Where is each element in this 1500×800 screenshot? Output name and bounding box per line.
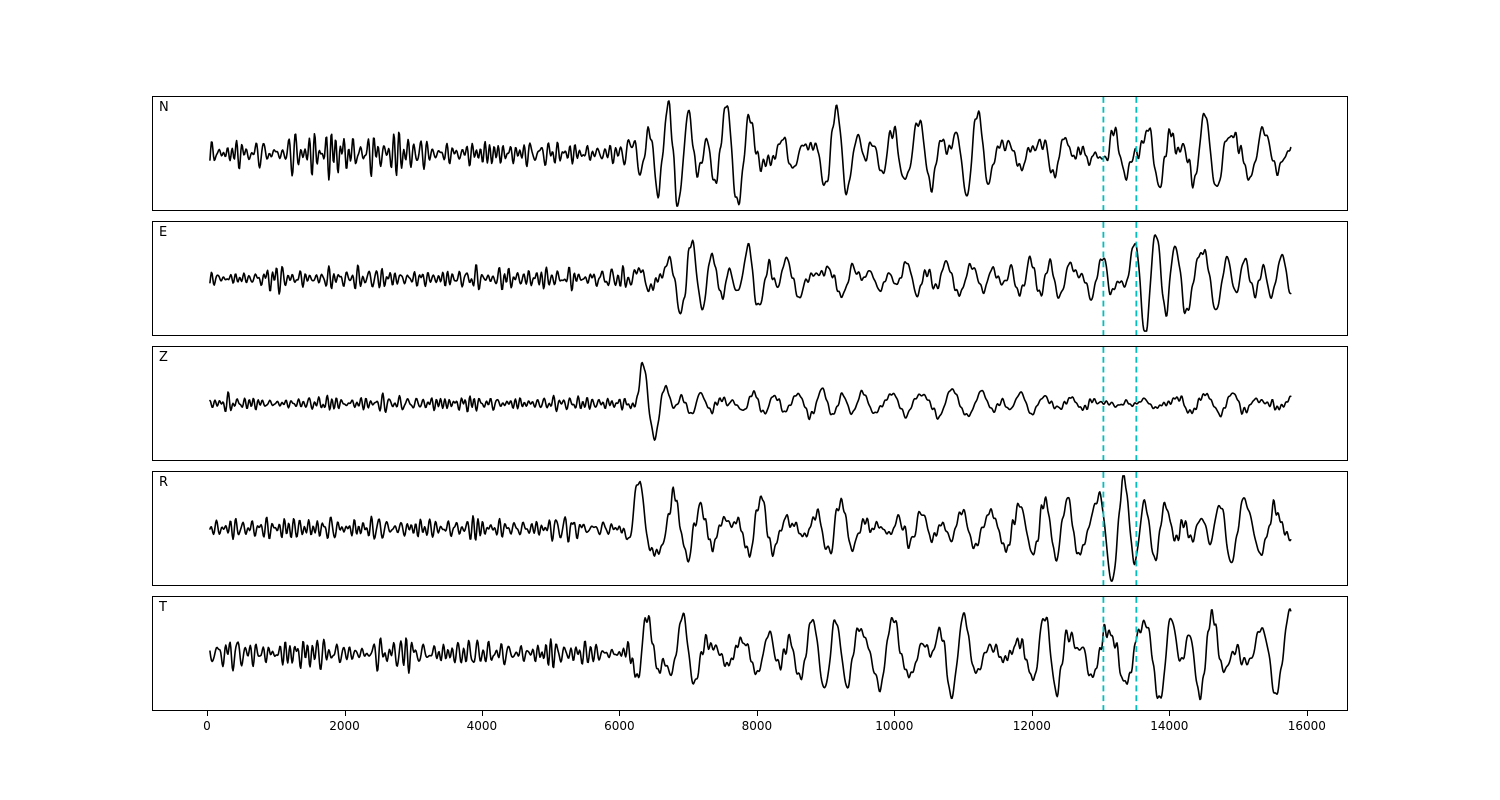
panel-label-Z: Z xyxy=(159,350,168,365)
x-tick-label: 2000 xyxy=(329,719,360,733)
waveform-N xyxy=(209,97,1292,210)
seismic-trace xyxy=(209,608,1292,701)
panel-T: T xyxy=(152,596,1348,711)
seismic-trace xyxy=(209,234,1292,332)
x-tick-label: 14000 xyxy=(1150,719,1189,733)
waveform-T xyxy=(209,597,1292,710)
seismic-trace xyxy=(209,100,1292,207)
x-tick xyxy=(619,711,621,716)
waveform-E xyxy=(209,222,1292,335)
x-tick-label: 4000 xyxy=(466,719,498,733)
x-tick-label: 6000 xyxy=(604,719,635,733)
panel-E: E xyxy=(152,221,1348,336)
seismic-trace xyxy=(209,475,1292,582)
x-tick xyxy=(1306,711,1308,716)
waveform-Z xyxy=(209,347,1292,460)
panel-Z: Z xyxy=(152,346,1348,461)
x-tick xyxy=(1031,711,1033,716)
x-tick xyxy=(756,711,758,716)
seismic-trace xyxy=(209,361,1292,441)
x-tick-label: 10000 xyxy=(875,719,914,733)
x-tick-label: 12000 xyxy=(1012,719,1051,733)
x-tick-label: 8000 xyxy=(741,719,773,733)
x-tick-label: 16000 xyxy=(1287,719,1326,733)
x-tick xyxy=(344,711,346,716)
x-tick xyxy=(1169,711,1171,716)
x-tick xyxy=(207,711,208,716)
waveform-R xyxy=(209,472,1292,585)
panel-N: N xyxy=(152,96,1348,211)
panel-R: R xyxy=(152,471,1348,586)
panel-label-N: N xyxy=(159,100,169,115)
x-axis: 0 2000 4000 6000 8000 10000 12000 14000 16000 xyxy=(152,711,1348,751)
x-tick-label: 0 xyxy=(203,719,211,733)
x-tick xyxy=(894,711,896,716)
panel-label-R: R xyxy=(159,475,169,490)
panel-label-E: E xyxy=(159,225,168,240)
x-tick xyxy=(481,711,483,716)
panel-label-T: T xyxy=(159,600,167,615)
